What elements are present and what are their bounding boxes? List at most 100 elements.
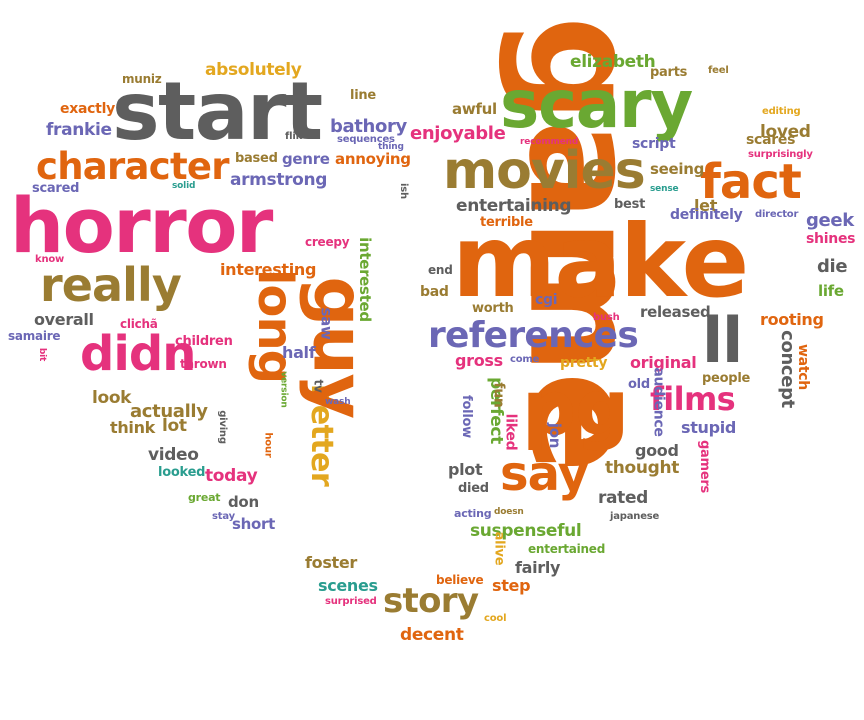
word-decent: decent (400, 625, 464, 645)
word-surprisingly: surprisingly (748, 149, 813, 160)
word-come: come (510, 354, 540, 365)
word-suspenseful: suspenseful (470, 521, 582, 541)
word-entertaining: entertaining (456, 196, 572, 216)
word-lot: lot (162, 416, 187, 436)
word-life: life (818, 282, 844, 300)
word-alive: alive (491, 531, 507, 566)
word-samaire: samaire (8, 329, 61, 343)
word-children: children (175, 334, 233, 349)
word-scenes: scenes (318, 576, 378, 595)
word-solid: solid (172, 181, 196, 191)
word-definitely: definitely (670, 207, 743, 223)
word-start: start (112, 65, 323, 158)
word-look: look (92, 388, 132, 408)
word-overall: overall (34, 310, 94, 329)
word-bathory: bathory (330, 116, 407, 137)
word-audience: audience (650, 367, 667, 437)
word-wash: wash (325, 397, 351, 407)
word-seeing: seeing (650, 160, 705, 178)
word-thought: thought (605, 458, 680, 478)
word-doesn: doesn (494, 507, 524, 517)
word-shines: shines (806, 231, 856, 247)
word-believe: believe (436, 573, 484, 587)
word-saw: saw (317, 307, 336, 340)
word-based: based (235, 151, 278, 166)
word-surprised: surprised (325, 596, 377, 607)
word-enjoyable: enjoyable (410, 123, 506, 144)
word-bit: bit (37, 347, 48, 362)
word-interesting: interesting (220, 260, 317, 279)
word-really: really (40, 258, 182, 312)
word-muniz: muniz (122, 72, 162, 86)
word-looked: looked (158, 465, 206, 480)
word-great: great (188, 491, 221, 504)
word-old: old (628, 377, 650, 392)
word-didn: didn (80, 326, 196, 382)
word-stupid: stupid (681, 418, 737, 437)
word-pretty: pretty (560, 355, 608, 371)
word-fact: fact (700, 154, 802, 210)
word-hour: hour (262, 432, 274, 458)
word-original: original (630, 353, 697, 372)
word-feel: feel (708, 65, 729, 76)
word-fairly: fairly (515, 558, 561, 577)
word-giving: giving (216, 410, 228, 444)
word-recommend: recommend (520, 137, 579, 147)
word-annoying: annoying (335, 150, 411, 168)
word-long: long (247, 268, 304, 384)
word-line: line (350, 88, 376, 103)
word-references: references (428, 315, 639, 356)
word-scared: scared (32, 181, 80, 196)
word-geek: geek (806, 210, 854, 231)
word-foster: foster (305, 553, 357, 572)
word-scary: scary (500, 66, 693, 143)
word-pg: pg (522, 363, 629, 452)
word-terrible: terrible (480, 215, 533, 230)
word-gross: gross (455, 351, 503, 370)
word-cgi: cgi (535, 292, 558, 308)
word-plot: plot (448, 460, 483, 479)
word-bush: bush (593, 312, 620, 323)
word-rated: rated (598, 488, 648, 508)
word-thing: thing (378, 142, 404, 152)
word-jon: jon (546, 422, 565, 449)
word-video: video (148, 445, 199, 465)
word-parts: parts (650, 65, 688, 80)
word-creepy: creepy (305, 235, 350, 249)
word-let: let (694, 196, 718, 215)
word-concept: concept (776, 330, 798, 408)
word-entertained: entertained (528, 542, 606, 556)
word-cool: cool (484, 613, 507, 624)
word-people: people (702, 371, 751, 386)
word-today: today (205, 466, 258, 486)
word-acting: acting (454, 507, 492, 520)
word-good: good (635, 441, 679, 460)
word-editing: editing (762, 106, 801, 117)
word-don: don (228, 493, 259, 511)
word-end: end (428, 263, 453, 277)
word-ish: ish (397, 183, 409, 199)
word-stay: stay (212, 511, 235, 522)
word-follow: follow (458, 395, 474, 438)
word-frankie: frankie (46, 120, 112, 140)
word-best: best (614, 197, 646, 212)
word-think: think (110, 418, 155, 437)
word-director: director (755, 209, 799, 220)
word-exactly: exactly (60, 101, 115, 117)
word-gamers: gamers (697, 439, 713, 494)
word-interested: interested (355, 237, 374, 322)
word-actually: actually (130, 401, 208, 422)
word-absolutely: absolutely (205, 60, 302, 80)
word-bad: bad (420, 284, 449, 300)
word-worth: worth (472, 301, 514, 316)
word-armstrong: armstrong (230, 170, 328, 190)
word-clich-: clichã (120, 317, 158, 331)
word-awful: awful (452, 100, 497, 118)
word-movies: movies (443, 141, 646, 201)
word-watch: watch (794, 344, 811, 390)
word-fun: fun (490, 382, 507, 408)
word-loved: loved (760, 122, 811, 142)
word-say: say (500, 446, 589, 502)
word-sequences: sequences (337, 134, 395, 145)
